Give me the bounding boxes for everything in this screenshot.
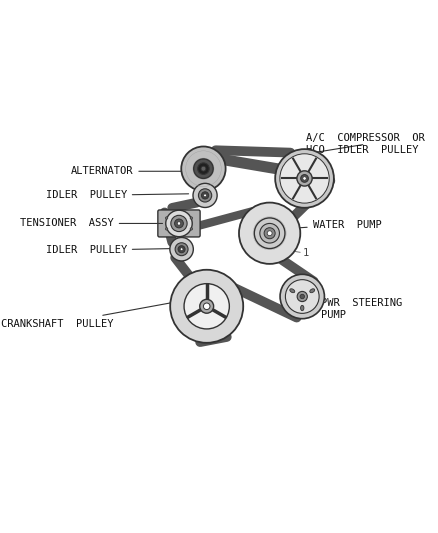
Text: IDLER  PULLEY: IDLER PULLEY <box>46 190 189 200</box>
Circle shape <box>166 228 168 230</box>
Ellipse shape <box>300 305 304 311</box>
Circle shape <box>198 163 209 174</box>
Circle shape <box>177 222 180 225</box>
Text: ALTERNATOR: ALTERNATOR <box>71 166 187 176</box>
Circle shape <box>190 228 193 230</box>
Circle shape <box>170 270 243 343</box>
Text: CRANKSHAFT  PULLEY: CRANKSHAFT PULLEY <box>1 300 189 328</box>
Circle shape <box>280 274 325 319</box>
Text: 1: 1 <box>303 248 309 258</box>
Circle shape <box>301 175 308 182</box>
Circle shape <box>170 238 193 261</box>
Circle shape <box>275 149 334 208</box>
Circle shape <box>260 223 279 243</box>
Circle shape <box>203 303 210 310</box>
Circle shape <box>297 171 312 186</box>
Circle shape <box>190 217 193 219</box>
Text: IDLER  PULLEY: IDLER PULLEY <box>46 245 171 255</box>
Circle shape <box>200 300 214 313</box>
Circle shape <box>193 183 217 207</box>
Circle shape <box>194 159 213 179</box>
Circle shape <box>171 215 187 232</box>
Circle shape <box>239 203 300 264</box>
Circle shape <box>180 248 183 251</box>
Circle shape <box>178 246 185 253</box>
Circle shape <box>166 210 192 237</box>
Circle shape <box>300 294 304 298</box>
Circle shape <box>181 147 226 191</box>
FancyBboxPatch shape <box>158 210 200 237</box>
Ellipse shape <box>290 289 295 293</box>
Text: WATER  PUMP: WATER PUMP <box>298 220 381 230</box>
Circle shape <box>297 292 307 302</box>
Circle shape <box>201 166 206 171</box>
Circle shape <box>166 217 168 219</box>
Circle shape <box>254 218 285 248</box>
Circle shape <box>286 280 319 313</box>
Text: A/C  COMPRESSOR  OR
HCO  IDLER  PULLEY: A/C COMPRESSOR OR HCO IDLER PULLEY <box>306 133 425 155</box>
Circle shape <box>267 231 272 236</box>
Circle shape <box>175 243 188 256</box>
Circle shape <box>201 192 208 199</box>
Circle shape <box>198 189 212 202</box>
Circle shape <box>280 154 329 203</box>
Circle shape <box>303 176 306 180</box>
Ellipse shape <box>310 289 314 293</box>
Circle shape <box>184 284 230 329</box>
Circle shape <box>264 228 275 239</box>
Circle shape <box>175 219 184 228</box>
Text: TENSIONER  ASSY: TENSIONER ASSY <box>20 219 162 229</box>
Text: PWR  STEERING
PUMP: PWR STEERING PUMP <box>318 296 402 320</box>
Circle shape <box>204 194 206 197</box>
